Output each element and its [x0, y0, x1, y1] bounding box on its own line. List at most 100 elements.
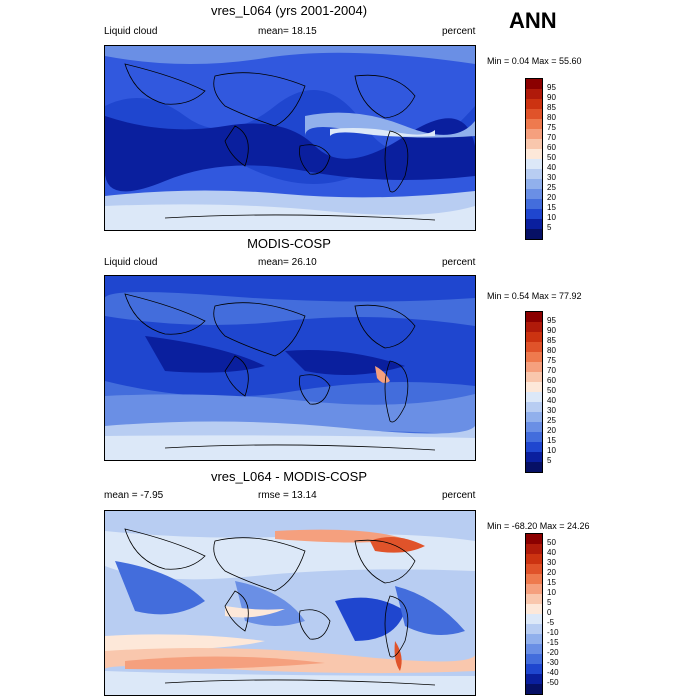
colorbar-swatch	[526, 149, 542, 159]
colorbar-tick-label: 30	[547, 406, 556, 415]
season-label: ANN	[509, 8, 557, 33]
colorbar-swatch	[526, 422, 542, 432]
colorbar-swatch	[526, 432, 542, 442]
colorbar-swatch	[526, 564, 542, 574]
colorbar-tick-label: 5	[547, 598, 552, 607]
colorbar-tick-label: -20	[547, 648, 559, 657]
panel-2-min-max: Min = 0.54 Max = 77.92	[487, 291, 582, 301]
colorbar-tick-label: 95	[547, 83, 556, 92]
colorbar-tick-label: -15	[547, 638, 559, 647]
colorbar-swatch	[526, 644, 542, 654]
colorbar-swatch	[526, 402, 542, 412]
colorbar-tick-label: 85	[547, 336, 556, 345]
panel-1-mean-label: mean= 18.15	[258, 26, 317, 37]
colorbar-swatch	[526, 544, 542, 554]
colorbar-tick-label: 90	[547, 93, 556, 102]
panel-3-title: vres_L064 - MODIS-COSP	[210, 469, 368, 484]
panel-2-colorbar	[525, 311, 543, 473]
panel-3-colorbar-ticks: 50 40 30 20 15 10 5 0 -5 -10 -15 -20 -30 -40 -50	[547, 538, 559, 688]
panel-2-units-label: percent	[442, 257, 476, 268]
colorbar-tick-label: 50	[547, 386, 556, 395]
colorbar-tick-label: 30	[547, 173, 556, 182]
colorbar-swatch	[526, 452, 542, 462]
colorbar-swatch	[526, 614, 542, 624]
panel-3-map	[104, 510, 476, 696]
colorbar-tick-label: 50	[547, 153, 556, 162]
panel-1-min-max: Min = 0.04 Max = 55.60	[487, 56, 582, 66]
colorbar-tick-label: 0	[547, 608, 552, 617]
colorbar-tick-label: 10	[547, 588, 556, 597]
panel-2-colorbar-ticks: 95 90 85 80 75 70 60 50 40 30 25 20 15 10 5	[547, 316, 556, 466]
colorbar-swatch	[526, 209, 542, 219]
colorbar-tick-label: 15	[547, 578, 556, 587]
panel-2-variable-label: Liquid cloud	[104, 257, 158, 268]
colorbar-swatch	[526, 442, 542, 452]
colorbar-tick-label: 20	[547, 193, 556, 202]
colorbar-swatch	[526, 219, 542, 229]
colorbar-swatch	[526, 229, 542, 239]
colorbar-tick-label: 5	[547, 223, 552, 232]
panel-1-variable-label: Liquid cloud	[104, 26, 158, 37]
colorbar-tick-label: 60	[547, 143, 556, 152]
colorbar-swatch	[526, 169, 542, 179]
colorbar-tick-label: 25	[547, 183, 556, 192]
colorbar-swatch	[526, 362, 542, 372]
panel-3-mean-label: mean = -7.95	[104, 490, 164, 501]
colorbar-tick-label: 40	[547, 163, 556, 172]
colorbar-tick-label: 40	[547, 396, 556, 405]
colorbar-swatch	[526, 99, 542, 109]
colorbar-swatch	[526, 584, 542, 594]
colorbar-swatch	[526, 129, 542, 139]
colorbar-tick-label: 95	[547, 316, 556, 325]
colorbar-swatch	[526, 684, 542, 694]
colorbar-swatch	[526, 574, 542, 584]
colorbar-swatch	[526, 554, 542, 564]
colorbar-swatch	[526, 189, 542, 199]
colorbar-tick-label: 15	[547, 203, 556, 212]
colorbar-tick-label: 15	[547, 436, 556, 445]
colorbar-tick-label: 5	[547, 456, 552, 465]
colorbar-swatch	[526, 119, 542, 129]
panel-3-units-label: percent	[442, 490, 476, 501]
colorbar-tick-label: 70	[547, 366, 556, 375]
colorbar-swatch	[526, 462, 542, 472]
panel-2-title: MODIS-COSP	[247, 236, 331, 251]
colorbar-swatch	[526, 342, 542, 352]
colorbar-swatch	[526, 199, 542, 209]
colorbar-tick-label: -50	[547, 678, 559, 687]
panel-2-mean-label: mean= 26.10	[258, 257, 317, 268]
colorbar-tick-label: 25	[547, 416, 556, 425]
panel-1-title: vres_L064 (yrs 2001-2004)	[210, 3, 368, 18]
colorbar-swatch	[526, 634, 542, 644]
colorbar-tick-label: -5	[547, 618, 555, 627]
colorbar-swatch	[526, 674, 542, 684]
colorbar-tick-label: 75	[547, 356, 556, 365]
panel-1-colorbar	[525, 78, 543, 240]
colorbar-swatch	[526, 382, 542, 392]
colorbar-tick-label: 70	[547, 133, 556, 142]
colorbar-tick-label: 20	[547, 568, 556, 577]
colorbar-tick-label: 10	[547, 213, 556, 222]
colorbar-swatch	[526, 322, 542, 332]
colorbar-swatch	[526, 664, 542, 674]
colorbar-tick-label: 80	[547, 113, 556, 122]
colorbar-tick-label: 50	[547, 538, 556, 547]
colorbar-swatch	[526, 159, 542, 169]
colorbar-swatch	[526, 352, 542, 362]
panel-1-units-label: percent	[442, 26, 476, 37]
colorbar-swatch	[526, 312, 542, 322]
colorbar-tick-label: -30	[547, 658, 559, 667]
panel-1-map	[104, 45, 476, 231]
colorbar-swatch	[526, 624, 542, 634]
panel-3-rmse-label: rmse = 13.14	[258, 490, 317, 501]
colorbar-swatch	[526, 179, 542, 189]
colorbar-swatch	[526, 139, 542, 149]
colorbar-swatch	[526, 392, 542, 402]
colorbar-tick-label: 85	[547, 103, 556, 112]
colorbar-swatch	[526, 332, 542, 342]
colorbar-swatch	[526, 109, 542, 119]
colorbar-tick-label: 30	[547, 558, 556, 567]
colorbar-tick-label: 80	[547, 346, 556, 355]
colorbar-tick-label: 90	[547, 326, 556, 335]
colorbar-tick-label: -40	[547, 668, 559, 677]
